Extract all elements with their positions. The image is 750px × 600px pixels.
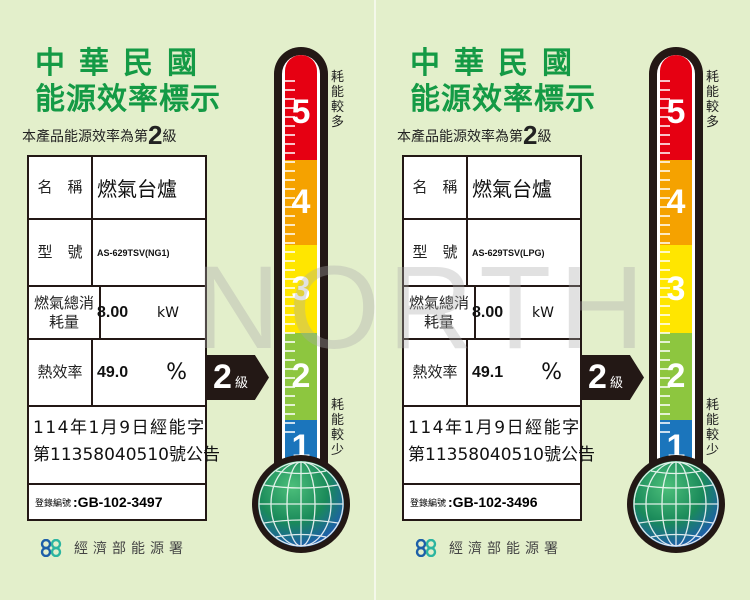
model-value: AS-629TSV(LPG) — [472, 247, 545, 258]
energy-agency-logo-icon — [415, 539, 437, 557]
agency-logo: 經濟部能源署 — [415, 538, 563, 558]
consumption-cell: 8.00 kW — [93, 287, 205, 338]
model-row: 型 號 AS-629TSV(LPG) — [404, 220, 580, 287]
registration-label: 登錄編號 — [410, 498, 447, 509]
registration-value: :GB-102-3497 — [73, 494, 163, 510]
registration-label: 登錄編號 — [35, 498, 72, 509]
consumption-label: 燃氣總消耗量 — [404, 287, 476, 338]
efficiency-cell: 49.1% — [468, 340, 580, 405]
energy-label-panel: 中華民國 能源效率標示 本產品能源效率為第2級 名 稱 燃氣台爐 型 號 AS-… — [375, 0, 750, 600]
efficiency-row: 熱效率 49.0% — [29, 340, 205, 407]
spec-table: 名 稱 燃氣台爐 型 號 AS-629TSV(LPG) 燃氣總消耗量 8.00 k… — [402, 155, 595, 521]
model-label: 型 號 — [29, 220, 93, 285]
consumption-value: 8.00 — [97, 303, 129, 321]
efficiency-value: 49.0 — [97, 363, 129, 381]
model-value: AS-629TSV(NG1) — [97, 247, 170, 258]
globe-icon — [258, 461, 344, 547]
announcement: 114年1月9日經能字 第11358040510號公告 — [29, 407, 220, 485]
energy-label-panel: 中華民國 能源效率標示 本產品能源效率為第2級 名 稱 燃氣台爐 型 號 AS-… — [22, 46, 350, 558]
announcement-line2: 第11358040510號公告 — [33, 445, 220, 465]
grade-statement: 本產品能源效率為第2級 — [397, 120, 551, 151]
name-value: 燃氣台爐 — [472, 177, 552, 201]
efficiency-label: 熱效率 — [29, 340, 93, 405]
grade-number: 2 — [148, 120, 163, 150]
name-label: 名 稱 — [29, 157, 93, 218]
efficiency-unit: % — [541, 360, 562, 385]
consumption-row: 燃氣總消耗量 8.00 kW — [404, 287, 580, 340]
level-number: 5 — [666, 93, 686, 131]
efficiency-cell: 49.0% — [93, 340, 205, 405]
registration-value: :GB-102-3496 — [448, 494, 538, 510]
model-row: 型 號 AS-629TSV(NG1) — [29, 220, 205, 287]
grade-suffix: 級 — [162, 129, 177, 145]
agency-name: 經濟部能源署 — [449, 541, 563, 557]
level-number: 2 — [291, 357, 311, 395]
arrow-grade-suffix: 級 — [610, 376, 624, 391]
consumption-unit: kW — [157, 304, 179, 321]
announcement: 114年1月9日經能字 第11358040510號公告 — [404, 407, 595, 485]
name-row: 名 稱 燃氣台爐 — [404, 157, 580, 220]
spec-table: 名 稱 燃氣台爐 型 號 AS-629TSV(NG1) 燃氣總消耗量 8.00 k… — [27, 155, 220, 521]
scale-top-label: 耗能較多 — [706, 70, 720, 130]
efficiency-row: 熱效率 49.1% — [404, 340, 580, 407]
thermometer-bulb — [627, 455, 725, 553]
consumption-value: 8.00 — [472, 303, 504, 321]
agency-logo: 經濟部能源署 — [40, 538, 188, 558]
efficiency-value: 49.1 — [472, 363, 504, 381]
consumption-unit: kW — [532, 304, 554, 321]
grade-number: 2 — [523, 120, 538, 150]
title-line2: 能源效率標示 — [410, 82, 596, 117]
arrow-grade: 2 — [588, 358, 607, 396]
scale-top-label: 耗能較多 — [331, 70, 345, 130]
grade-suffix: 級 — [537, 129, 552, 145]
thermometer-bulb — [252, 455, 350, 553]
title-line1: 中華民國 — [35, 46, 211, 81]
name-row: 名 稱 燃氣台爐 — [29, 157, 205, 220]
efficiency-unit: % — [166, 360, 187, 385]
grade-statement-prefix: 本產品能源效率為第 — [397, 129, 523, 145]
title-line2: 能源效率標示 — [35, 82, 221, 117]
name-label: 名 稱 — [404, 157, 468, 218]
consumption-row: 燃氣總消耗量 8.00 kW — [29, 287, 205, 340]
level-number: 2 — [666, 357, 686, 395]
energy-agency-logo-icon — [40, 539, 62, 557]
announcement-line1: 114年1月9日經能字 — [408, 418, 581, 438]
grade-statement: 本產品能源效率為第2級 — [22, 120, 176, 151]
efficiency-label: 熱效率 — [404, 340, 468, 405]
announcement-line1: 114年1月9日經能字 — [33, 418, 206, 438]
arrow-grade: 2 — [213, 358, 232, 396]
registration-row: 登錄編號:GB-102-3496 — [404, 485, 580, 519]
tick-marks — [660, 73, 670, 433]
registration-row: 登錄編號:GB-102-3497 — [29, 485, 205, 519]
model-label: 型 號 — [404, 220, 468, 285]
title-line1: 中華民國 — [410, 46, 586, 81]
level-number: 3 — [666, 269, 686, 308]
panel-divider — [374, 0, 376, 600]
consumption-cell: 8.00 kW — [468, 287, 580, 338]
level-number: 4 — [291, 183, 311, 221]
scale-bottom-label: 耗能較少 — [331, 398, 345, 458]
level-number: 3 — [291, 269, 311, 308]
arrow-grade-suffix: 級 — [235, 376, 249, 391]
level-number: 5 — [291, 93, 311, 131]
agency-name: 經濟部能源署 — [74, 541, 188, 557]
name-value: 燃氣台爐 — [97, 177, 177, 201]
announcement-line2: 第11358040510號公告 — [408, 445, 595, 465]
grade-statement-prefix: 本產品能源效率為第 — [22, 129, 148, 145]
globe-icon — [633, 461, 719, 547]
consumption-label: 燃氣總消耗量 — [29, 287, 101, 338]
tick-marks — [285, 73, 295, 433]
scale-bottom-label: 耗能較少 — [706, 398, 720, 458]
level-number: 4 — [666, 183, 686, 221]
